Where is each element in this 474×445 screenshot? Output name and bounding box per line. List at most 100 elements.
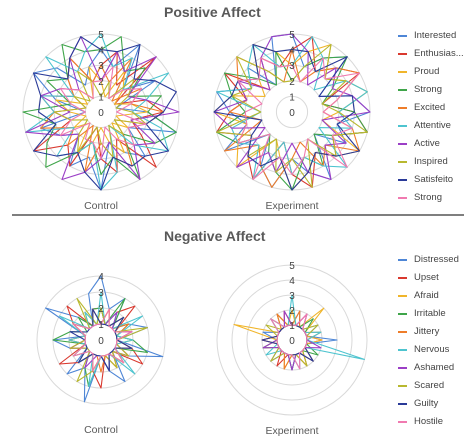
legend-label: Active [414, 138, 440, 149]
legend-item: Attentive [398, 117, 464, 135]
legend-label: Irritable [414, 308, 446, 319]
series-line [237, 57, 361, 181]
tick-label: 0 [98, 336, 104, 347]
radar-chart: 0 1 2 3 4 Control [36, 272, 166, 436]
series-line [55, 66, 149, 154]
tick-label: 5 [289, 30, 295, 41]
legend-swatch [398, 348, 407, 352]
negative-legend: Distressed Upset Afraid Irritable Jittery Ner… [398, 251, 459, 431]
negative-affect-title: Negative Affect [164, 228, 266, 244]
radar-chart: 0 1 2 3 4 5 Control [22, 30, 180, 212]
chart-xlabel: Control [84, 424, 118, 436]
legend-swatch [398, 160, 407, 164]
legend-item: Interested [398, 27, 464, 45]
legend-swatch [398, 402, 407, 406]
tick-label: 0 [289, 108, 295, 119]
legend-item: Inspired [398, 153, 464, 171]
legend-label: Guilty [414, 398, 439, 409]
legend-item: Distressed [398, 251, 459, 269]
legend-label: Jittery [414, 326, 440, 337]
legend-swatch [398, 196, 407, 200]
tick-label: 0 [98, 108, 104, 119]
radar-chart: 0 1 2 3 4 5 Experiment [213, 30, 371, 212]
tick-label: 3 [98, 61, 104, 72]
series-line [270, 313, 308, 370]
legend-label: Distressed [414, 254, 459, 265]
chart-xlabel: Experiment [265, 425, 318, 437]
center-hole [91, 330, 111, 350]
tick-label: 2 [289, 306, 295, 317]
legend-item: Jittery [398, 323, 459, 341]
legend-label: Inspired [414, 156, 448, 167]
legend-item: Satisfeito [398, 171, 464, 189]
legend-item: Scared [398, 377, 459, 395]
legend-swatch [398, 124, 407, 128]
tick-label: 1 [289, 321, 295, 332]
legend-label: Excited [414, 102, 446, 113]
legend-item: Upset [398, 269, 459, 287]
legend-item: Enthusias... [398, 45, 464, 63]
legend-swatch [398, 276, 407, 280]
tick-label: 3 [289, 61, 295, 72]
tick-label: 4 [289, 276, 295, 287]
section-divider [12, 214, 464, 216]
legend-swatch [398, 312, 407, 316]
positive-legend: Interested Enthusias... Proud Strong Excited… [398, 27, 464, 207]
tick-label: 2 [98, 77, 104, 88]
tick-label: 4 [98, 272, 104, 283]
legend-swatch [398, 330, 407, 334]
tick-label: 4 [289, 46, 295, 57]
legend-item: Irritable [398, 305, 459, 323]
legend-label: Proud [414, 66, 440, 77]
legend-label: Attentive [414, 120, 451, 131]
legend-item: Afraid [398, 287, 459, 305]
grid-ring [231, 279, 353, 401]
tick-label: 3 [98, 288, 104, 299]
tick-label: 1 [98, 92, 104, 103]
legend-item: Proud [398, 63, 464, 81]
legend-swatch [398, 294, 407, 298]
legend-item: Guilty [398, 395, 459, 413]
legend-label: Enthusias... [414, 48, 464, 59]
legend-label: Satisfeito [414, 174, 454, 185]
tick-label: 1 [289, 92, 295, 103]
center-hole [91, 102, 111, 122]
legend-swatch [398, 70, 407, 74]
legend-label: Strong [414, 192, 442, 203]
legend-label: Nervous [414, 344, 450, 355]
chart-xlabel: Control [84, 200, 118, 212]
series-line [216, 43, 368, 188]
series-line [59, 66, 147, 160]
center-hole [282, 102, 302, 122]
legend-swatch [398, 178, 407, 182]
legend-swatch [398, 106, 407, 110]
legend-item: Nervous [398, 341, 459, 359]
legend-item: Strong [398, 189, 464, 207]
legend-swatch [398, 142, 407, 146]
tick-label: 5 [98, 30, 104, 41]
chart-xlabel: Experiment [265, 200, 318, 212]
radar-chart: 0 1 2 3 4 5 Experiment [216, 261, 368, 437]
legend-swatch [398, 420, 407, 424]
series-line [32, 36, 177, 191]
legend-label: Strong [414, 84, 442, 95]
legend-label: Upset [414, 272, 439, 283]
legend-swatch [398, 34, 407, 38]
legend-item: Ashamed [398, 359, 459, 377]
legend-item: Active [398, 135, 464, 153]
legend-label: Scared [414, 380, 445, 391]
legend-swatch [398, 52, 407, 56]
tick-label: 0 [289, 336, 295, 347]
legend-swatch [398, 384, 407, 388]
legend-item: Hostile [398, 413, 459, 431]
legend-label: Afraid [414, 290, 439, 301]
legend-label: Ashamed [414, 362, 455, 373]
series-line [53, 70, 147, 158]
tick-label: 2 [98, 304, 104, 315]
positive-affect-title: Positive Affect [164, 4, 261, 20]
legend-label: Interested [414, 30, 457, 41]
legend-label: Hostile [414, 416, 444, 427]
legend-item: Excited [398, 99, 464, 117]
legend-swatch [398, 258, 407, 262]
legend-swatch [398, 366, 407, 370]
